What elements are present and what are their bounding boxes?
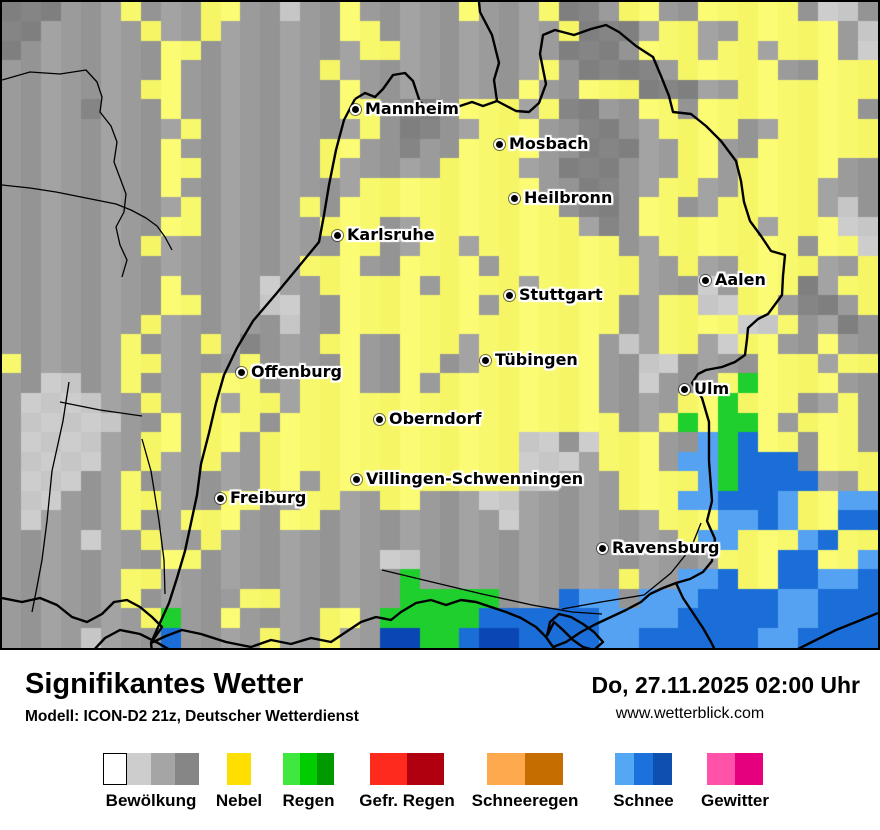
legend-swatches — [707, 753, 763, 785]
model-info: Modell: ICON-D2 21z, Deutscher Wetterdie… — [25, 708, 359, 725]
city-dot-icon — [599, 545, 606, 552]
forecast-datetime: Do, 27.11.2025 02:00 Uhr — [591, 672, 861, 698]
border-line — [496, 23, 787, 596]
city-label: Oberndorf — [389, 409, 482, 428]
legend-group: Nebel — [216, 753, 262, 810]
legend-label: Nebel — [215, 791, 263, 810]
legend-label: Schnee — [613, 791, 674, 810]
legend: Bewölkung Nebel Regen Gefr. Regen Schneerege… — [0, 753, 880, 823]
legend-color-swatch — [227, 753, 251, 785]
legend-swatches — [103, 753, 199, 785]
border-line — [381, 569, 603, 615]
city-label: Mosbach — [509, 134, 589, 153]
legend-color-swatch — [151, 753, 175, 785]
city-dot-icon — [217, 495, 224, 502]
city-dot-icon — [681, 386, 688, 393]
legend-color-swatch — [300, 753, 317, 785]
city-label: Tübingen — [495, 350, 578, 369]
weather-pixel-layer — [2, 2, 878, 648]
city-dot-icon — [352, 106, 359, 113]
border-line — [2, 596, 164, 644]
city-label: Villingen-Schwenningen — [366, 469, 584, 488]
city-dot-icon — [238, 369, 245, 376]
city-dot-icon — [506, 292, 513, 299]
legend-label: Bewölkung — [105, 791, 197, 810]
city-label: Ravensburg — [612, 538, 720, 557]
legend-color-swatch — [615, 753, 634, 785]
legend-color-swatch — [487, 753, 525, 785]
border-line — [150, 598, 557, 648]
legend-color-swatch — [317, 753, 334, 785]
page-title: Signifikantes Wetter — [25, 668, 304, 700]
city-dot-icon — [511, 195, 518, 202]
border-line — [552, 593, 651, 648]
legend-color-swatch — [283, 753, 300, 785]
border-line — [59, 401, 143, 417]
border-line — [141, 438, 166, 595]
legend-color-swatch — [103, 753, 127, 785]
border-line — [149, 98, 357, 648]
legend-group: Schnee — [613, 753, 674, 810]
border-line — [354, 2, 501, 115]
border-lines — [2, 2, 878, 648]
legend-swatches — [487, 753, 563, 785]
border-line — [545, 612, 605, 648]
city-label: Mannheim — [365, 99, 459, 118]
website-url: www.wetterblick.com — [615, 705, 765, 722]
border-line — [2, 69, 128, 278]
legend-group: Regen — [283, 753, 334, 810]
legend-group: Gefr. Regen — [359, 753, 455, 810]
border-line — [2, 184, 173, 251]
legend-group: Schneeregen — [472, 753, 578, 810]
legend-label: Gefr. Regen — [359, 791, 455, 810]
city-dot-icon — [376, 416, 383, 423]
legend-color-swatch — [735, 753, 763, 785]
legend-color-swatch — [175, 753, 199, 785]
legend-swatches — [370, 753, 444, 785]
legend-color-swatch — [127, 753, 151, 785]
info-panel: Signifikantes Wetter Modell: ICON-D2 21z… — [0, 650, 880, 830]
legend-group: Bewölkung — [103, 753, 199, 810]
city-dot-icon — [334, 232, 341, 239]
legend-label: Gewitter — [700, 791, 770, 810]
city-dot-icon — [702, 277, 709, 284]
border-line — [31, 381, 70, 613]
legend-color-swatch — [634, 753, 653, 785]
legend-swatches — [283, 753, 334, 785]
legend-label: Regen — [282, 791, 335, 810]
city-label: Stuttgart — [519, 285, 603, 304]
border-line — [561, 522, 702, 610]
city-label: Offenburg — [251, 362, 342, 381]
legend-color-swatch — [407, 753, 444, 785]
legend-swatches — [227, 753, 251, 785]
legend-color-swatch — [370, 753, 407, 785]
legend-label: Schneeregen — [471, 791, 579, 810]
city-label: Karlsruhe — [347, 225, 435, 244]
city-label: Heilbronn — [524, 188, 613, 207]
weather-map: Mannheim Mosbach Heilbronn Karlsruhe Aalen St… — [0, 0, 880, 650]
city-dot-icon — [353, 476, 360, 483]
city-label: Ulm — [694, 379, 730, 398]
border-line — [94, 628, 169, 648]
border-line — [797, 611, 878, 648]
legend-swatches — [615, 753, 672, 785]
border-line — [674, 582, 716, 648]
city-dot-icon — [496, 141, 503, 148]
city-label: Aalen — [715, 270, 766, 289]
legend-color-swatch — [525, 753, 563, 785]
city-label: Freiburg — [230, 488, 307, 507]
city-dot-icon — [482, 357, 489, 364]
legend-color-swatch — [653, 753, 672, 785]
legend-group: Gewitter — [701, 753, 769, 810]
legend-color-swatch — [707, 753, 735, 785]
